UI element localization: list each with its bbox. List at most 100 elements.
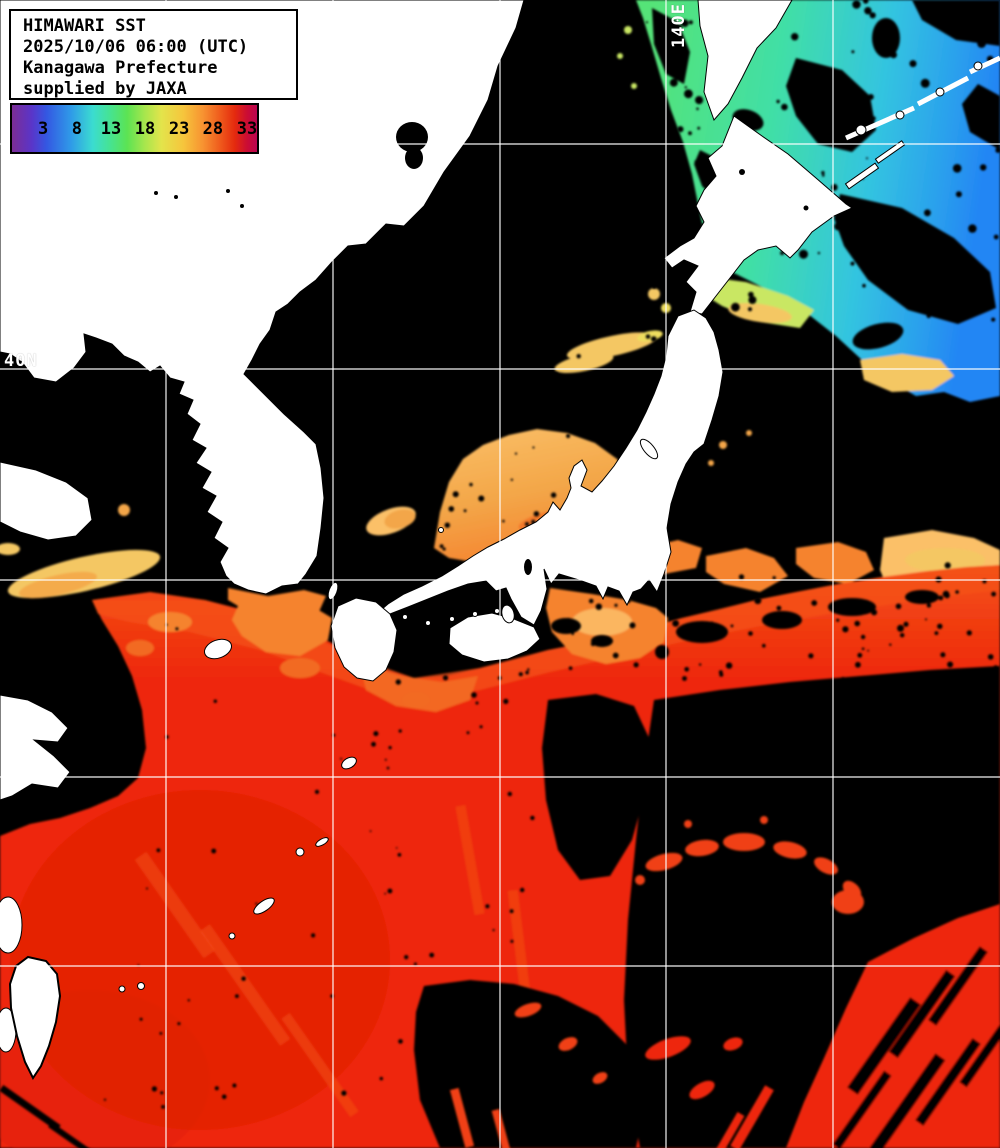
sea-patch-red	[723, 1037, 743, 1051]
sea-streak	[199, 924, 291, 1046]
cloud-speck	[944, 562, 951, 569]
cloud-speck	[966, 630, 972, 636]
cloud-speck	[614, 603, 618, 607]
cloud-streak	[0, 1085, 61, 1131]
colorbar-tick: 18	[134, 118, 156, 139]
cloud-speck	[672, 46, 678, 52]
cloud-speck	[520, 887, 525, 893]
cloud-speck	[576, 354, 581, 359]
cloud-blob	[542, 694, 650, 880]
sea-patch-orange	[708, 460, 714, 466]
cloud-speck	[740, 1082, 746, 1088]
sea-streak	[134, 851, 216, 959]
cloud-speck	[911, 234, 916, 238]
cloud-speck	[953, 256, 957, 260]
cloud-speck	[754, 597, 762, 605]
cloud-speck	[811, 600, 818, 606]
land-honshu	[365, 309, 724, 630]
cloud-speck	[937, 623, 943, 629]
sea-patch-sand	[0, 543, 20, 555]
lake-biwa	[524, 559, 532, 575]
cloud-speck	[862, 0, 869, 4]
cloud-speck	[862, 283, 866, 288]
cloud-speck	[952, 164, 962, 173]
cloud-speck	[541, 409, 545, 412]
cloud-speck	[820, 714, 823, 718]
cloud-speck	[774, 1016, 780, 1021]
cloud-speck	[964, 277, 971, 284]
cloud-speck	[463, 509, 467, 513]
cloud-speck	[471, 692, 477, 698]
cloud-speck	[683, 631, 689, 637]
cloud-speck	[890, 51, 897, 59]
cloud-speck	[492, 929, 495, 932]
cloud-speck	[547, 409, 553, 415]
cloud-speck	[747, 829, 751, 833]
cloud-speck	[857, 652, 863, 658]
sea-patch-red	[635, 875, 645, 885]
cloud-speck	[541, 1053, 546, 1058]
cloud-speck	[146, 887, 148, 890]
cloud-speck	[694, 160, 697, 163]
cloud-speck	[671, 749, 676, 753]
cloud-speck	[916, 740, 921, 745]
sea-patch-red	[645, 852, 683, 872]
cloud-speck	[566, 433, 571, 439]
cloud-speck	[832, 184, 838, 189]
sea-patch-red	[645, 1036, 691, 1060]
colorbar-tick: 3	[37, 118, 49, 139]
cloud-speck	[756, 754, 759, 758]
cloud-speck	[897, 624, 904, 632]
cloud-speck	[914, 848, 917, 850]
cloud-speck	[450, 1068, 454, 1073]
cloud-speck	[812, 819, 816, 823]
cloud-speck	[776, 605, 782, 611]
cloud-speck	[836, 105, 840, 109]
cloud-speck	[675, 24, 682, 31]
cloud-speck	[756, 796, 761, 801]
land-sado	[639, 438, 659, 460]
cloud-speck	[177, 1022, 181, 1026]
product-title: HIMAWARI SST	[23, 16, 146, 36]
cloud-speck	[187, 999, 190, 1002]
cloud-speck	[429, 952, 435, 958]
cloud-blob	[762, 611, 802, 629]
cloud-speck	[928, 279, 933, 284]
cloud-speck	[864, 253, 868, 257]
cloud-speck	[928, 601, 931, 604]
cloud-blob	[905, 590, 939, 604]
cloud-speck	[866, 157, 868, 160]
cloud-speck	[711, 621, 714, 624]
cloud-speck	[889, 643, 892, 646]
cloud-speck	[436, 621, 440, 625]
land-island	[402, 614, 408, 620]
cloud-speck	[221, 1094, 227, 1100]
cloud-blob	[414, 980, 642, 1148]
cloud-speck	[836, 618, 840, 622]
sea-patch-red	[684, 820, 692, 828]
cloud-speck	[982, 286, 985, 289]
cloud-speck	[386, 766, 390, 770]
cloud-speck	[442, 675, 449, 681]
cloud-speck	[452, 491, 459, 498]
cloud-speck	[235, 994, 239, 998]
cloud-speck	[924, 259, 929, 264]
cloud-speck	[481, 1044, 483, 1047]
cloud-speck	[991, 317, 996, 322]
cloud-speck	[475, 701, 479, 705]
cloud-speck	[866, 219, 870, 223]
cloud-speck	[813, 103, 823, 113]
credit-label: supplied by JAXA	[23, 79, 187, 99]
cloud-speck	[854, 832, 859, 838]
cloud-speck	[695, 96, 704, 105]
cloud-speck	[772, 925, 777, 931]
cloud-speck	[593, 332, 599, 338]
cloud-speck	[791, 33, 799, 41]
sea-patch-coastal-orange	[126, 640, 154, 656]
cloud-speck	[698, 663, 702, 666]
cloud-speck	[730, 624, 734, 628]
cloud-speck	[775, 619, 782, 626]
cloud-speck	[629, 622, 636, 629]
cloud-speck	[852, 0, 861, 9]
cloud-speck	[645, 21, 649, 24]
